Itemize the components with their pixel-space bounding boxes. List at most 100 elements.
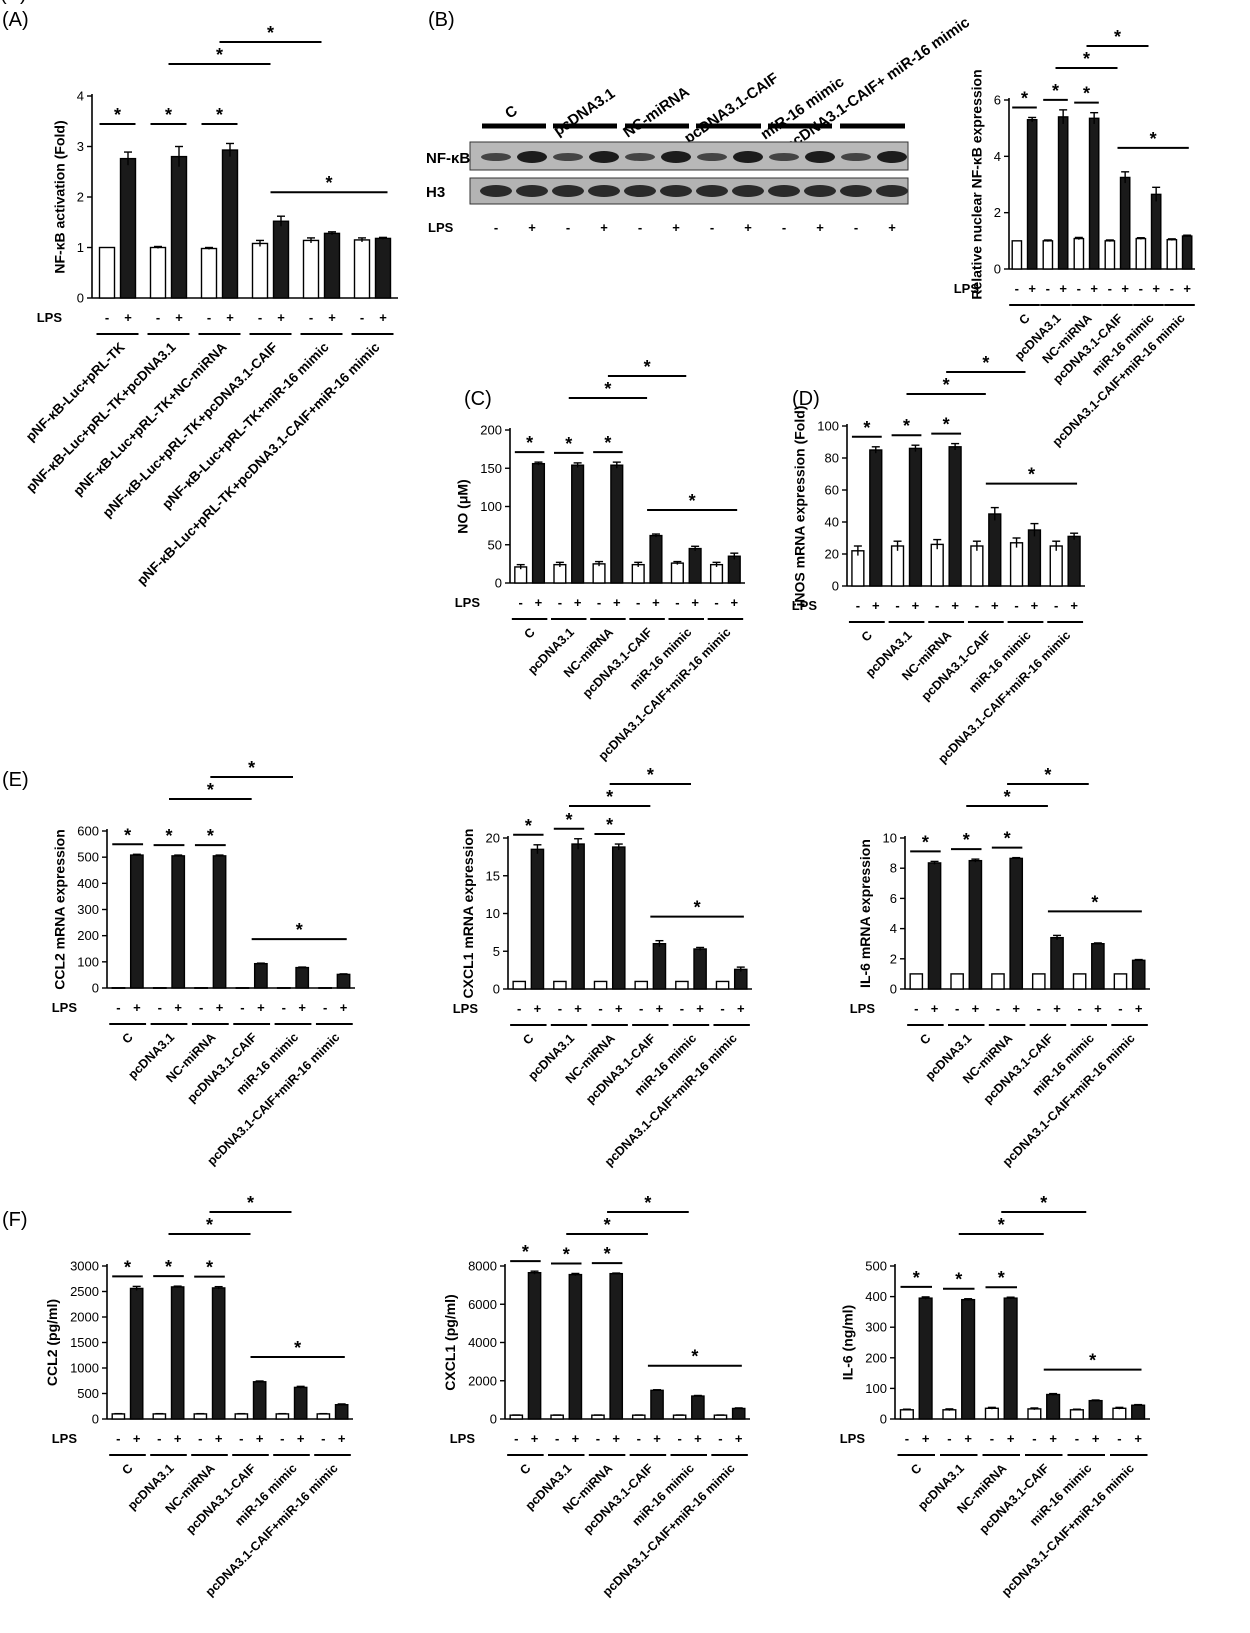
bar [988,513,1002,587]
bar [1088,1399,1103,1420]
lps-minus: - [321,1431,325,1446]
significance-star: * [206,1258,213,1278]
significance-star: * [943,415,950,435]
y-tick-label: 0 [92,981,99,996]
significance-star: * [296,920,303,940]
lps-plus: + [379,310,387,325]
y-axis-label: iNOS mRNA expression (Fold) [792,406,808,607]
category-label: pcDNA3.1-CAIF [919,628,994,703]
category-label: pNF-κB-Luc+pRL-TK+pcDNA3.1-CAIF+miR-16 m… [134,339,383,588]
significance-star: * [325,173,332,193]
y-tick-label: 0 [493,982,500,997]
panel-label: (B) [0,0,27,5]
significance-star: * [207,780,214,800]
bar [200,247,218,299]
significance-star: * [644,357,651,377]
significance-star: * [1004,787,1011,807]
lps-plus: + [922,1431,930,1446]
svg-text:C: C [502,102,521,122]
lps-minus: - [116,1431,120,1446]
lps-minus: - [1015,281,1019,296]
category-label: C [120,1030,136,1046]
blot-band [804,185,836,197]
blot-band [480,185,512,197]
significance-star: * [604,433,611,453]
significance-star: * [565,810,572,830]
lps-minus: - [596,1431,600,1446]
bar [152,987,167,989]
lps-plus: + [215,1431,223,1446]
bar [336,973,351,989]
bar [918,1297,933,1420]
blot-band [696,185,728,197]
bar [275,1413,290,1420]
category-label: pcDNA3.1-CAIF [583,1031,658,1106]
bar [634,980,649,990]
y-tick-label: 0 [77,291,84,306]
blot-band [661,151,691,163]
y-axis-label: NO (μM) [455,479,471,533]
lps-plus: + [991,598,999,613]
lps-minus: - [914,1001,918,1016]
y-axis-label: CCL2 (pg/ml) [44,1299,60,1386]
y-tick-label: 1500 [70,1335,99,1350]
bar [715,980,730,990]
y-tick-label: 0 [495,576,502,591]
y-tick-label: 500 [77,850,99,865]
bar [235,987,250,989]
y-axis-label: NF-κB activation (Fold) [52,120,68,273]
y-tick-label: 100 [77,954,99,969]
y-tick-label: 100 [480,499,502,514]
blot-lps-label: LPS [428,220,454,235]
bar [709,563,724,584]
blot-band [589,151,619,163]
y-tick-label: 15 [486,868,500,883]
panel-label: (F) [2,1209,28,1231]
bar [611,846,626,990]
category-label: pNF-κB-Luc+pRL-TK [23,339,128,444]
y-tick-label: 40 [825,515,839,530]
lps-plus: + [613,595,621,610]
lps-plus: + [912,598,920,613]
bar [171,855,186,989]
lps-label: LPS [850,1001,876,1016]
lps-minus: - [675,595,679,610]
lps-plus: + [1135,1001,1143,1016]
lps-minus: - [895,598,899,613]
y-tick-label: 6000 [468,1297,497,1312]
bar [1042,240,1054,270]
bar [149,246,167,299]
lps-plus: + [256,1431,264,1446]
panel-label: (E) [2,769,29,791]
lps-plus: + [735,1431,743,1446]
lps-minus: - [309,310,313,325]
western-blot: (B) C pcDNA3.1 NC-miRNA pcDNA3.1-CAIF mi… [426,9,973,235]
category-label: pcDNA3.1-CAIF [183,1461,258,1536]
bar [675,980,689,990]
bar [129,1287,144,1420]
chart-panel-F1: (F) 0 500 1000 1500 2000 2500 3000 CCL2 (pg/ml) L… [2,1193,353,1599]
lps-plus: + [1183,281,1191,296]
significance-star: * [1052,81,1059,101]
category-label: pcDNA3.1-CAIF [581,1461,656,1536]
bar [509,1414,524,1420]
bar [592,563,606,584]
lps-plus: + [277,310,285,325]
lps-minus: - [990,1431,994,1446]
lps-minus: - [905,1431,909,1446]
y-tick-label: 4 [77,89,84,104]
y-tick-label: 20 [486,831,500,846]
significance-star: * [606,787,613,807]
lps-plus: + [124,310,132,325]
bar [609,1272,624,1420]
y-axis-label: Relative nuclear NF-κB expression [969,69,985,299]
lps-plus: + [972,1001,980,1016]
bar [512,980,527,990]
significance-star: * [604,379,611,399]
lps-plus: + [328,310,336,325]
y-tick-label: 1000 [70,1361,99,1376]
lps-plus: + [338,1431,346,1446]
bar [1150,193,1162,270]
category-label: C [521,625,537,641]
